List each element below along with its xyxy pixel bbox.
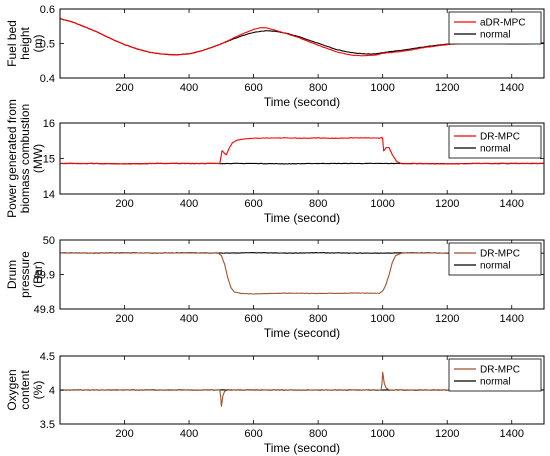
legend-entry-label: aDR-MPC <box>480 18 526 29</box>
chart-panel-3: 200 400 600 800 1000 1200 1400 49.8 49.9 50 Time (… <box>5 235 545 340</box>
x-tick-label: 800 <box>309 198 327 210</box>
y-axis-title-line-2: biomass combustion <box>18 104 32 213</box>
x-tick-label: 800 <box>309 82 327 94</box>
x-tick-label: 200 <box>115 428 133 440</box>
x-tick-label: 800 <box>309 428 327 440</box>
y-axis-title-line-3: (MW) <box>31 144 45 173</box>
y-axis-title-line-2: content <box>18 370 32 410</box>
x-tick-label: 1000 <box>370 313 394 325</box>
x-axis-title: Time (second) <box>264 441 340 455</box>
y-tick-label: 4 <box>49 385 55 397</box>
y-axis-title-line-3: (m) <box>31 35 45 53</box>
y-axis-title-line-1: Oxygen <box>5 369 19 410</box>
legend-entry-label: DR-MPC <box>480 249 520 260</box>
y-axis-title-line-3: (%) <box>31 381 45 400</box>
plot-lines <box>60 136 544 165</box>
legend-entry-label: DR-MPC <box>480 365 520 376</box>
legend-entry-label: normal <box>480 377 511 388</box>
x-tick-label: 600 <box>244 82 262 94</box>
chart-panel-2: 200 400 600 800 1000 1200 1400 14 15 16 Time (seco… <box>5 99 545 225</box>
y-tick-label: 3.5 <box>40 419 55 431</box>
legend-entry-label: normal <box>480 30 511 41</box>
x-tick-label: 800 <box>309 313 327 325</box>
legend-entry-label: normal <box>480 261 511 272</box>
x-tick-label: 400 <box>180 198 198 210</box>
y-axis-title-line-2: height <box>18 26 32 59</box>
x-tick-label: 400 <box>180 313 198 325</box>
x-tick-label: 1200 <box>435 428 459 440</box>
y-axis-title-line-1: Fuel bed <box>5 20 19 67</box>
series-line-dr-mpc <box>60 136 544 165</box>
legend-entry-label: DR-MPC <box>480 132 520 143</box>
x-tick-label: 1200 <box>435 82 459 94</box>
chart-panel-1: 200 400 600 800 1000 1200 1400 0.4 0.5 0.6 Time (s… <box>5 4 545 109</box>
x-tick-label: 1400 <box>499 428 523 440</box>
y-tick-label: 0.6 <box>40 4 55 16</box>
y-axis-title-line-2: pressure <box>18 251 32 298</box>
y-tick-label: 4.5 <box>40 351 55 363</box>
legend-box <box>448 242 542 276</box>
x-tick-label: 1000 <box>370 428 394 440</box>
x-tick-label: 1400 <box>499 82 523 94</box>
y-axis-title-line-1: Drum <box>5 260 19 289</box>
x-tick-label: 600 <box>244 313 262 325</box>
x-tick-label: 1200 <box>435 198 459 210</box>
x-tick-label: 1200 <box>435 313 459 325</box>
x-axis-title: Time (second) <box>264 211 340 225</box>
x-tick-label: 200 <box>115 313 133 325</box>
x-tick-label: 200 <box>115 82 133 94</box>
chart-panel-4: 200 400 600 800 1000 1200 1400 3.5 4 4.5 Time (sec… <box>5 351 545 455</box>
x-tick-label: 1000 <box>370 82 394 94</box>
x-tick-label: 400 <box>180 428 198 440</box>
x-axis-title: Time (second) <box>264 326 340 340</box>
y-tick-label: 0.5 <box>40 39 55 51</box>
x-tick-label: 200 <box>115 198 133 210</box>
x-tick-label: 600 <box>244 428 262 440</box>
x-tick-label: 1400 <box>499 198 523 210</box>
legend-entry-label: normal <box>480 144 511 155</box>
x-axis-title: Time (second) <box>264 95 340 109</box>
y-tick-label: 16 <box>43 118 55 130</box>
x-tick-label: 1400 <box>499 313 523 325</box>
y-tick-label: 14 <box>43 189 55 201</box>
x-tick-label: 400 <box>180 82 198 94</box>
y-tick-label: 49.8 <box>34 304 55 316</box>
y-axis-title-line-1: Power generated from <box>5 99 19 218</box>
y-tick-label: 50 <box>43 235 55 247</box>
y-tick-label: 49.9 <box>34 270 55 282</box>
y-axis-title-line-3: (Bar) <box>31 261 45 288</box>
legend-box <box>448 11 542 45</box>
x-tick-label: 600 <box>244 198 262 210</box>
y-tick-label: 0.4 <box>40 73 55 85</box>
y-tick-label: 15 <box>43 154 55 166</box>
legend-box <box>448 358 542 392</box>
legend-box <box>448 125 542 159</box>
x-tick-label: 1000 <box>370 198 394 210</box>
